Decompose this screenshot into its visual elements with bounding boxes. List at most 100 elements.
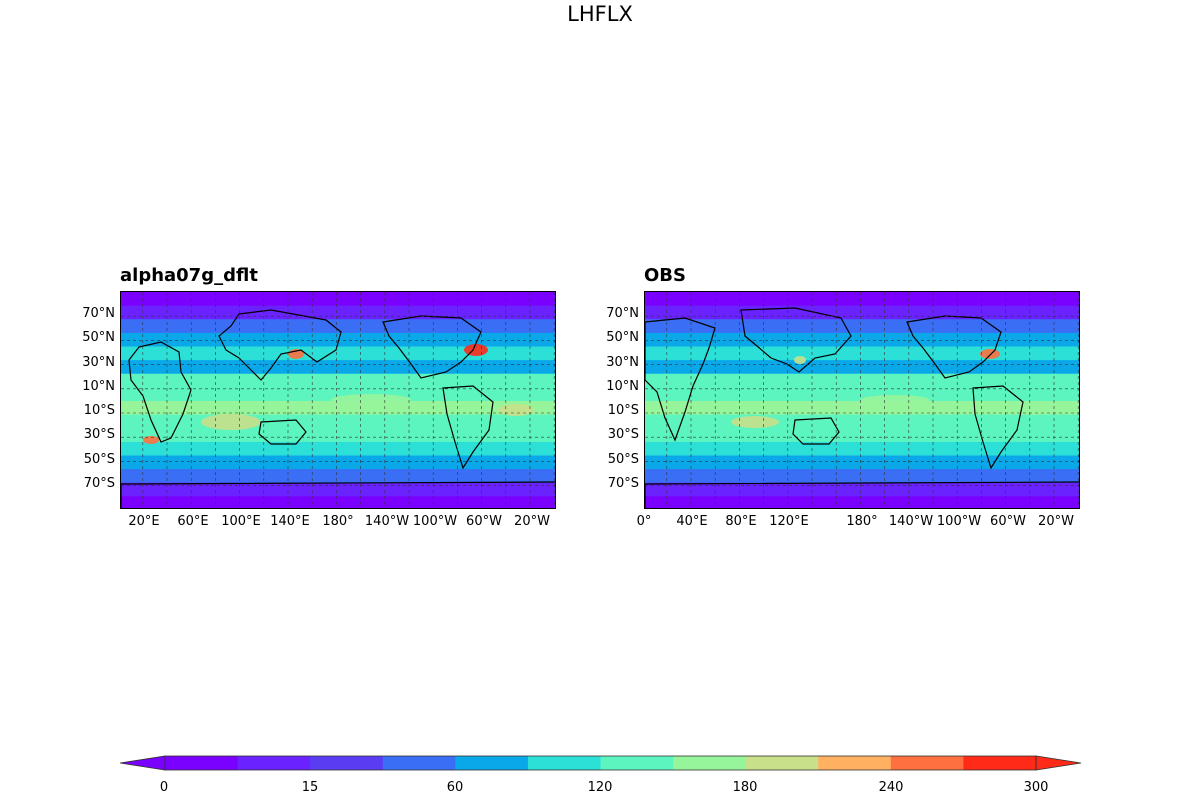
flux-hotspot	[980, 349, 1000, 359]
coastline	[645, 481, 1079, 508]
colorbar-tick-label: 0	[159, 780, 169, 795]
colorbar-tick-label: 300	[1023, 780, 1049, 795]
coastline	[972, 385, 1024, 470]
lat-label: 10°N	[82, 379, 115, 394]
colorbar-segment	[673, 756, 747, 770]
colorbar-tick-label: 15	[301, 780, 319, 795]
lat-label: 50°S	[83, 452, 115, 467]
lon-label: 20°W	[514, 514, 550, 529]
latitude-band	[121, 373, 555, 388]
panel-title-model: alpha07g_dflt	[120, 265, 258, 286]
lon-label: 60°W	[466, 514, 502, 529]
lon-label: 120°E	[769, 514, 809, 529]
flux-hotspot	[498, 404, 534, 416]
latitude-band	[645, 373, 1079, 388]
flux-hotspot	[1021, 405, 1049, 415]
lon-label: 20°E	[128, 514, 160, 529]
flux-hotspot	[143, 436, 159, 444]
latitude-band	[121, 428, 555, 443]
lon-label: 40°E	[676, 514, 708, 529]
latitude-band	[121, 360, 555, 375]
latitude-band	[645, 387, 1079, 402]
panel-title-obs: OBS	[644, 265, 686, 286]
lon-label: 140°W	[364, 514, 410, 529]
lon-label: 180°	[846, 514, 878, 529]
coastline	[128, 341, 192, 443]
lat-label: 30°N	[606, 355, 639, 370]
flux-hotspot	[794, 356, 806, 364]
coastline	[792, 417, 840, 445]
latitude-band	[645, 496, 1079, 508]
latitude-band	[645, 428, 1079, 443]
colorbar-frame	[164, 755, 1037, 771]
latitude-band	[645, 441, 1079, 457]
latitude-band	[121, 441, 555, 457]
colorbar-tick-label: 120	[587, 780, 613, 795]
latitude-band	[645, 360, 1079, 375]
lon-label: 20°W	[1038, 514, 1074, 529]
latitude-band	[121, 469, 555, 484]
latitude-band	[645, 401, 1079, 416]
figure-title: LHFLX	[567, 2, 633, 26]
lon-label: 140°W	[888, 514, 934, 529]
colorbar-tick-label: 180	[732, 780, 758, 795]
lat-label: 50°N	[82, 330, 115, 345]
map-field	[645, 292, 1079, 508]
coastline	[906, 315, 1002, 379]
colorbar-segment	[600, 756, 674, 770]
lat-label: 30°S	[607, 427, 639, 442]
lat-label: 10°N	[606, 379, 639, 394]
flux-hotspot	[731, 416, 779, 428]
latitude-band	[645, 414, 1079, 429]
colorbar-segment	[310, 756, 384, 770]
lat-label: 50°S	[607, 452, 639, 467]
colorbar-segment	[890, 756, 964, 770]
latitude-band	[645, 346, 1079, 361]
latitude-band	[121, 305, 555, 320]
colorbar-tick-label: 60	[446, 780, 464, 795]
colorbar-segment	[527, 756, 601, 770]
colorbar-segment	[237, 756, 311, 770]
lat-label: 70°N	[82, 306, 115, 321]
lat-label: 10°S	[607, 403, 639, 418]
lat-label: 70°S	[83, 476, 115, 491]
lat-label: 10°S	[83, 403, 115, 418]
lat-label: 50°N	[606, 330, 639, 345]
coastline	[442, 385, 494, 470]
colorbar-segment	[963, 756, 1037, 770]
lat-label: 30°S	[83, 427, 115, 442]
lat-label: 30°N	[82, 355, 115, 370]
colorbar-segment	[745, 756, 819, 770]
coastline	[121, 481, 555, 508]
flux-hotspot	[464, 344, 488, 356]
latitude-band	[645, 455, 1079, 470]
latitude-band	[121, 482, 555, 497]
flux-hotspot	[201, 414, 261, 430]
colorbar-segment	[455, 756, 529, 770]
lon-label: 140°E	[270, 514, 310, 529]
lon-label: 180°	[322, 514, 354, 529]
colorbar	[120, 755, 1082, 771]
latitude-band	[121, 496, 555, 508]
lon-label: 80°E	[725, 514, 757, 529]
latitude-band	[645, 319, 1079, 334]
colorbar-extend-max	[1035, 755, 1082, 771]
latitude-band	[121, 346, 555, 361]
latitude-band	[645, 482, 1079, 497]
lat-label: 70°N	[606, 306, 639, 321]
lon-label: 100°W	[936, 514, 982, 529]
latitude-band	[121, 332, 555, 348]
map-panel-model	[120, 291, 556, 509]
lon-label: 60°W	[990, 514, 1026, 529]
latitude-band	[645, 469, 1079, 484]
lon-label: 100°E	[221, 514, 261, 529]
coastline	[258, 419, 307, 445]
lon-label: 100°W	[412, 514, 458, 529]
latitude-band	[645, 292, 1079, 307]
latitude-band	[645, 305, 1079, 320]
latitude-band	[121, 387, 555, 402]
colorbar-segment	[382, 756, 456, 770]
colorbar-segment	[818, 756, 892, 770]
colorbar-tick-label: 240	[878, 780, 904, 795]
colorbar-segment	[165, 756, 238, 770]
